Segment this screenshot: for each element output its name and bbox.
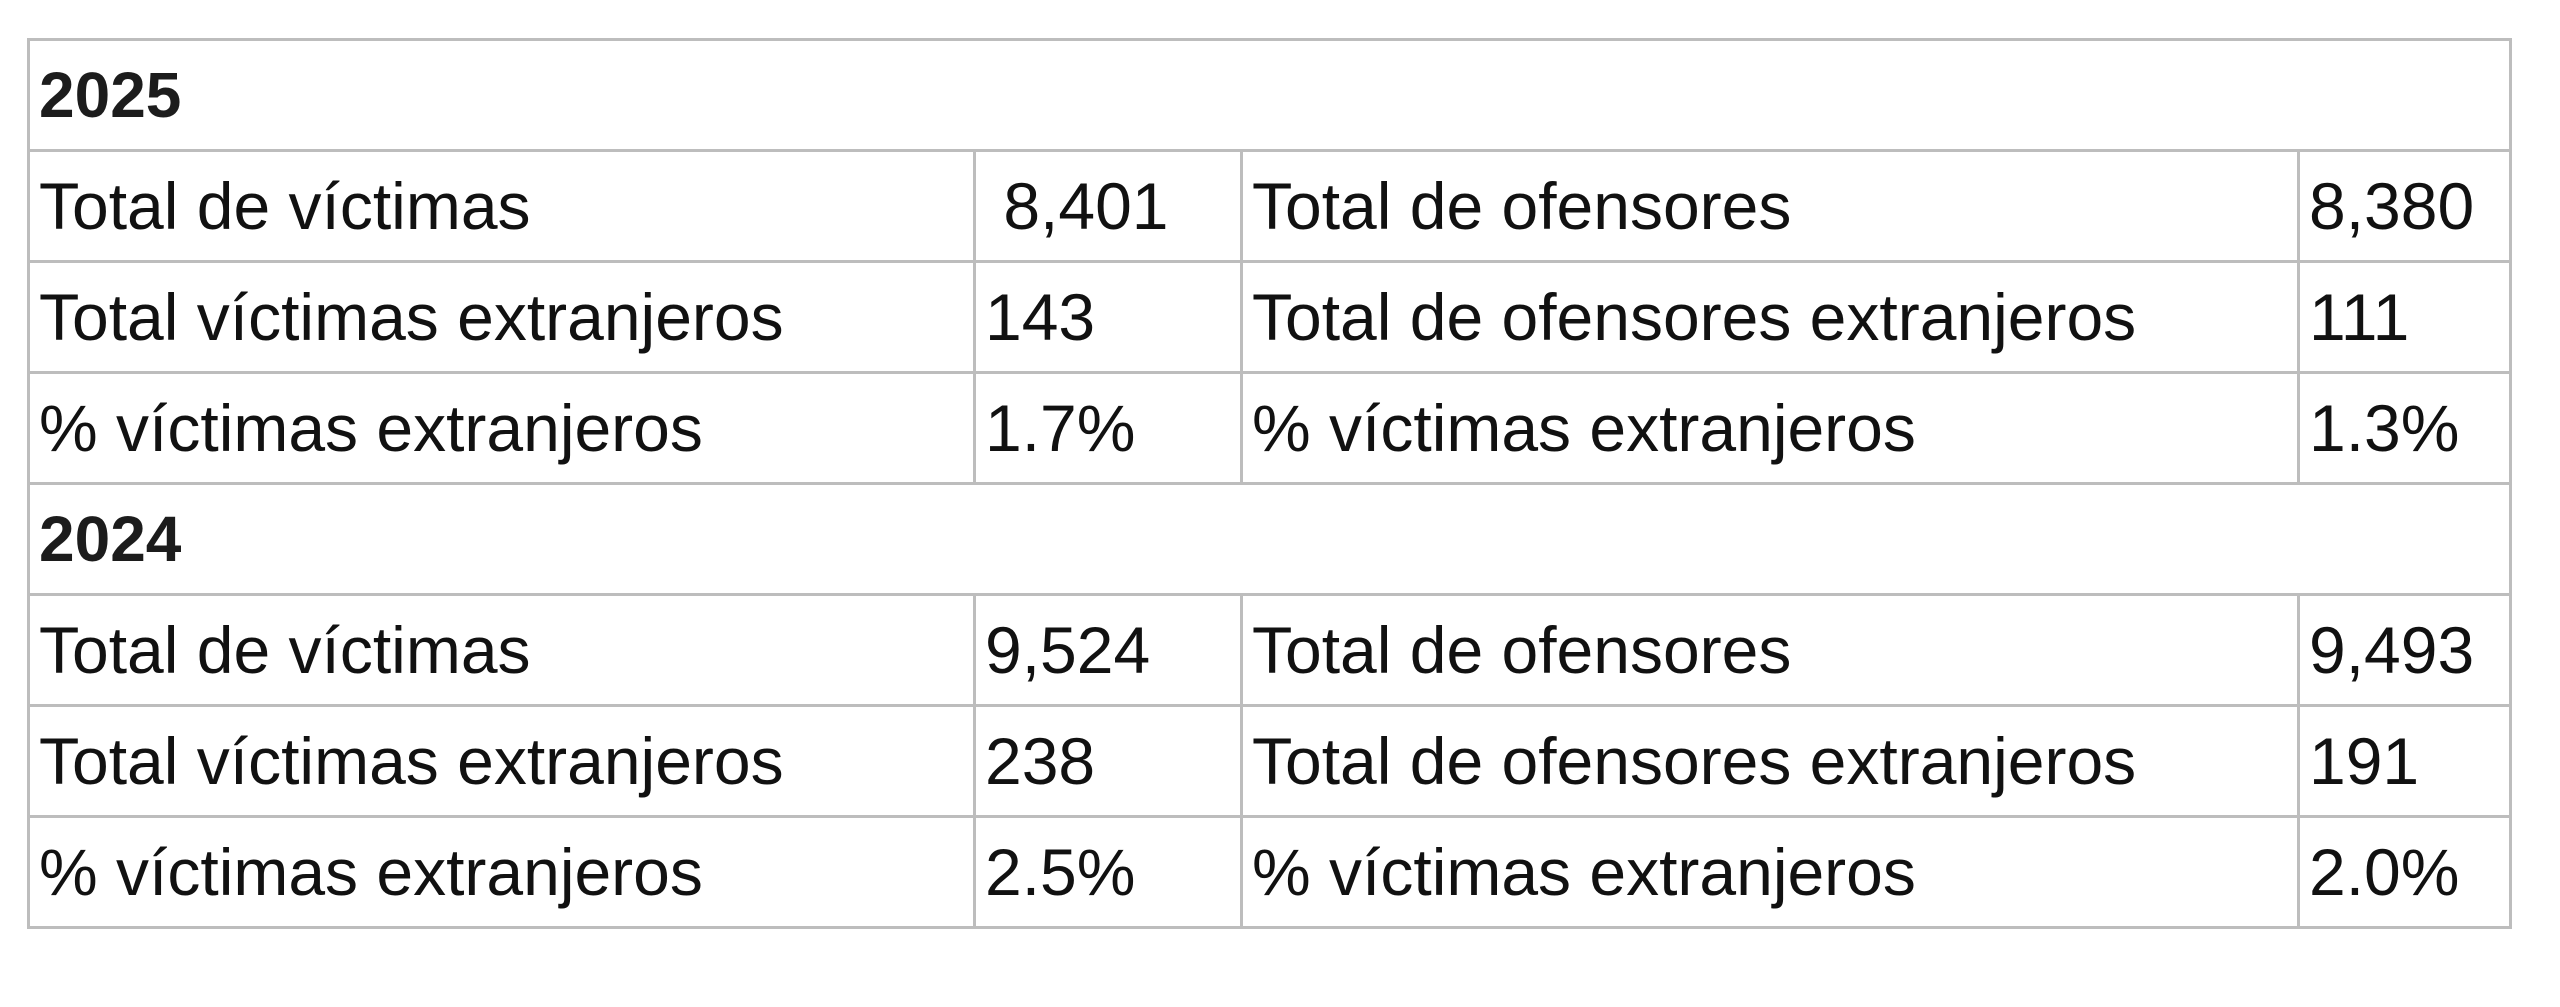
victims-label: % víctimas extranjeros xyxy=(27,371,976,485)
offenders-value: 111 xyxy=(2297,260,2512,374)
offenders-value: 2.0% xyxy=(2297,815,2512,929)
victims-label: Total víctimas extranjeros xyxy=(27,260,976,374)
victims-value: 143 xyxy=(973,260,1243,374)
table-row: Total de víctimas 8,401 Total de ofensor… xyxy=(27,149,2512,263)
statistics-table: 2025 Total de víctimas 8,401 Total de of… xyxy=(27,38,2512,929)
victims-value: 9,524 xyxy=(973,593,1243,707)
section-year-heading: 2025 xyxy=(27,38,2512,152)
victims-label: Total de víctimas xyxy=(27,593,976,707)
section-year-heading: 2024 xyxy=(27,482,2512,596)
table-row: % víctimas extranjeros 2.5% % víctimas e… xyxy=(27,815,2512,929)
offenders-label: % víctimas extranjeros xyxy=(1240,371,2300,485)
victims-label: Total víctimas extranjeros xyxy=(27,704,976,818)
offenders-value: 9,493 xyxy=(2297,593,2512,707)
table-row: Total víctimas extranjeros 238 Total de … xyxy=(27,704,2512,818)
table-row: Total víctimas extranjeros 143 Total de … xyxy=(27,260,2512,374)
offenders-label: % víctimas extranjeros xyxy=(1240,815,2300,929)
offenders-label: Total de ofensores xyxy=(1240,593,2300,707)
victims-label: % víctimas extranjeros xyxy=(27,815,976,929)
victims-value: 8,401 xyxy=(973,149,1243,263)
victims-value: 238 xyxy=(973,704,1243,818)
offenders-label: Total de ofensores extranjeros xyxy=(1240,260,2300,374)
victims-value: 2.5% xyxy=(973,815,1243,929)
offenders-value: 1.3% xyxy=(2297,371,2512,485)
offenders-value: 191 xyxy=(2297,704,2512,818)
table-row: % víctimas extranjeros 1.7% % víctimas e… xyxy=(27,371,2512,485)
offenders-label: Total de ofensores xyxy=(1240,149,2300,263)
victims-label: Total de víctimas xyxy=(27,149,976,263)
victims-value: 1.7% xyxy=(973,371,1243,485)
section-header-row: 2024 xyxy=(27,482,2512,596)
table-row: Total de víctimas 9,524 Total de ofensor… xyxy=(27,593,2512,707)
section-header-row: 2025 xyxy=(27,38,2512,152)
offenders-value: 8,380 xyxy=(2297,149,2512,263)
offenders-label: Total de ofensores extranjeros xyxy=(1240,704,2300,818)
